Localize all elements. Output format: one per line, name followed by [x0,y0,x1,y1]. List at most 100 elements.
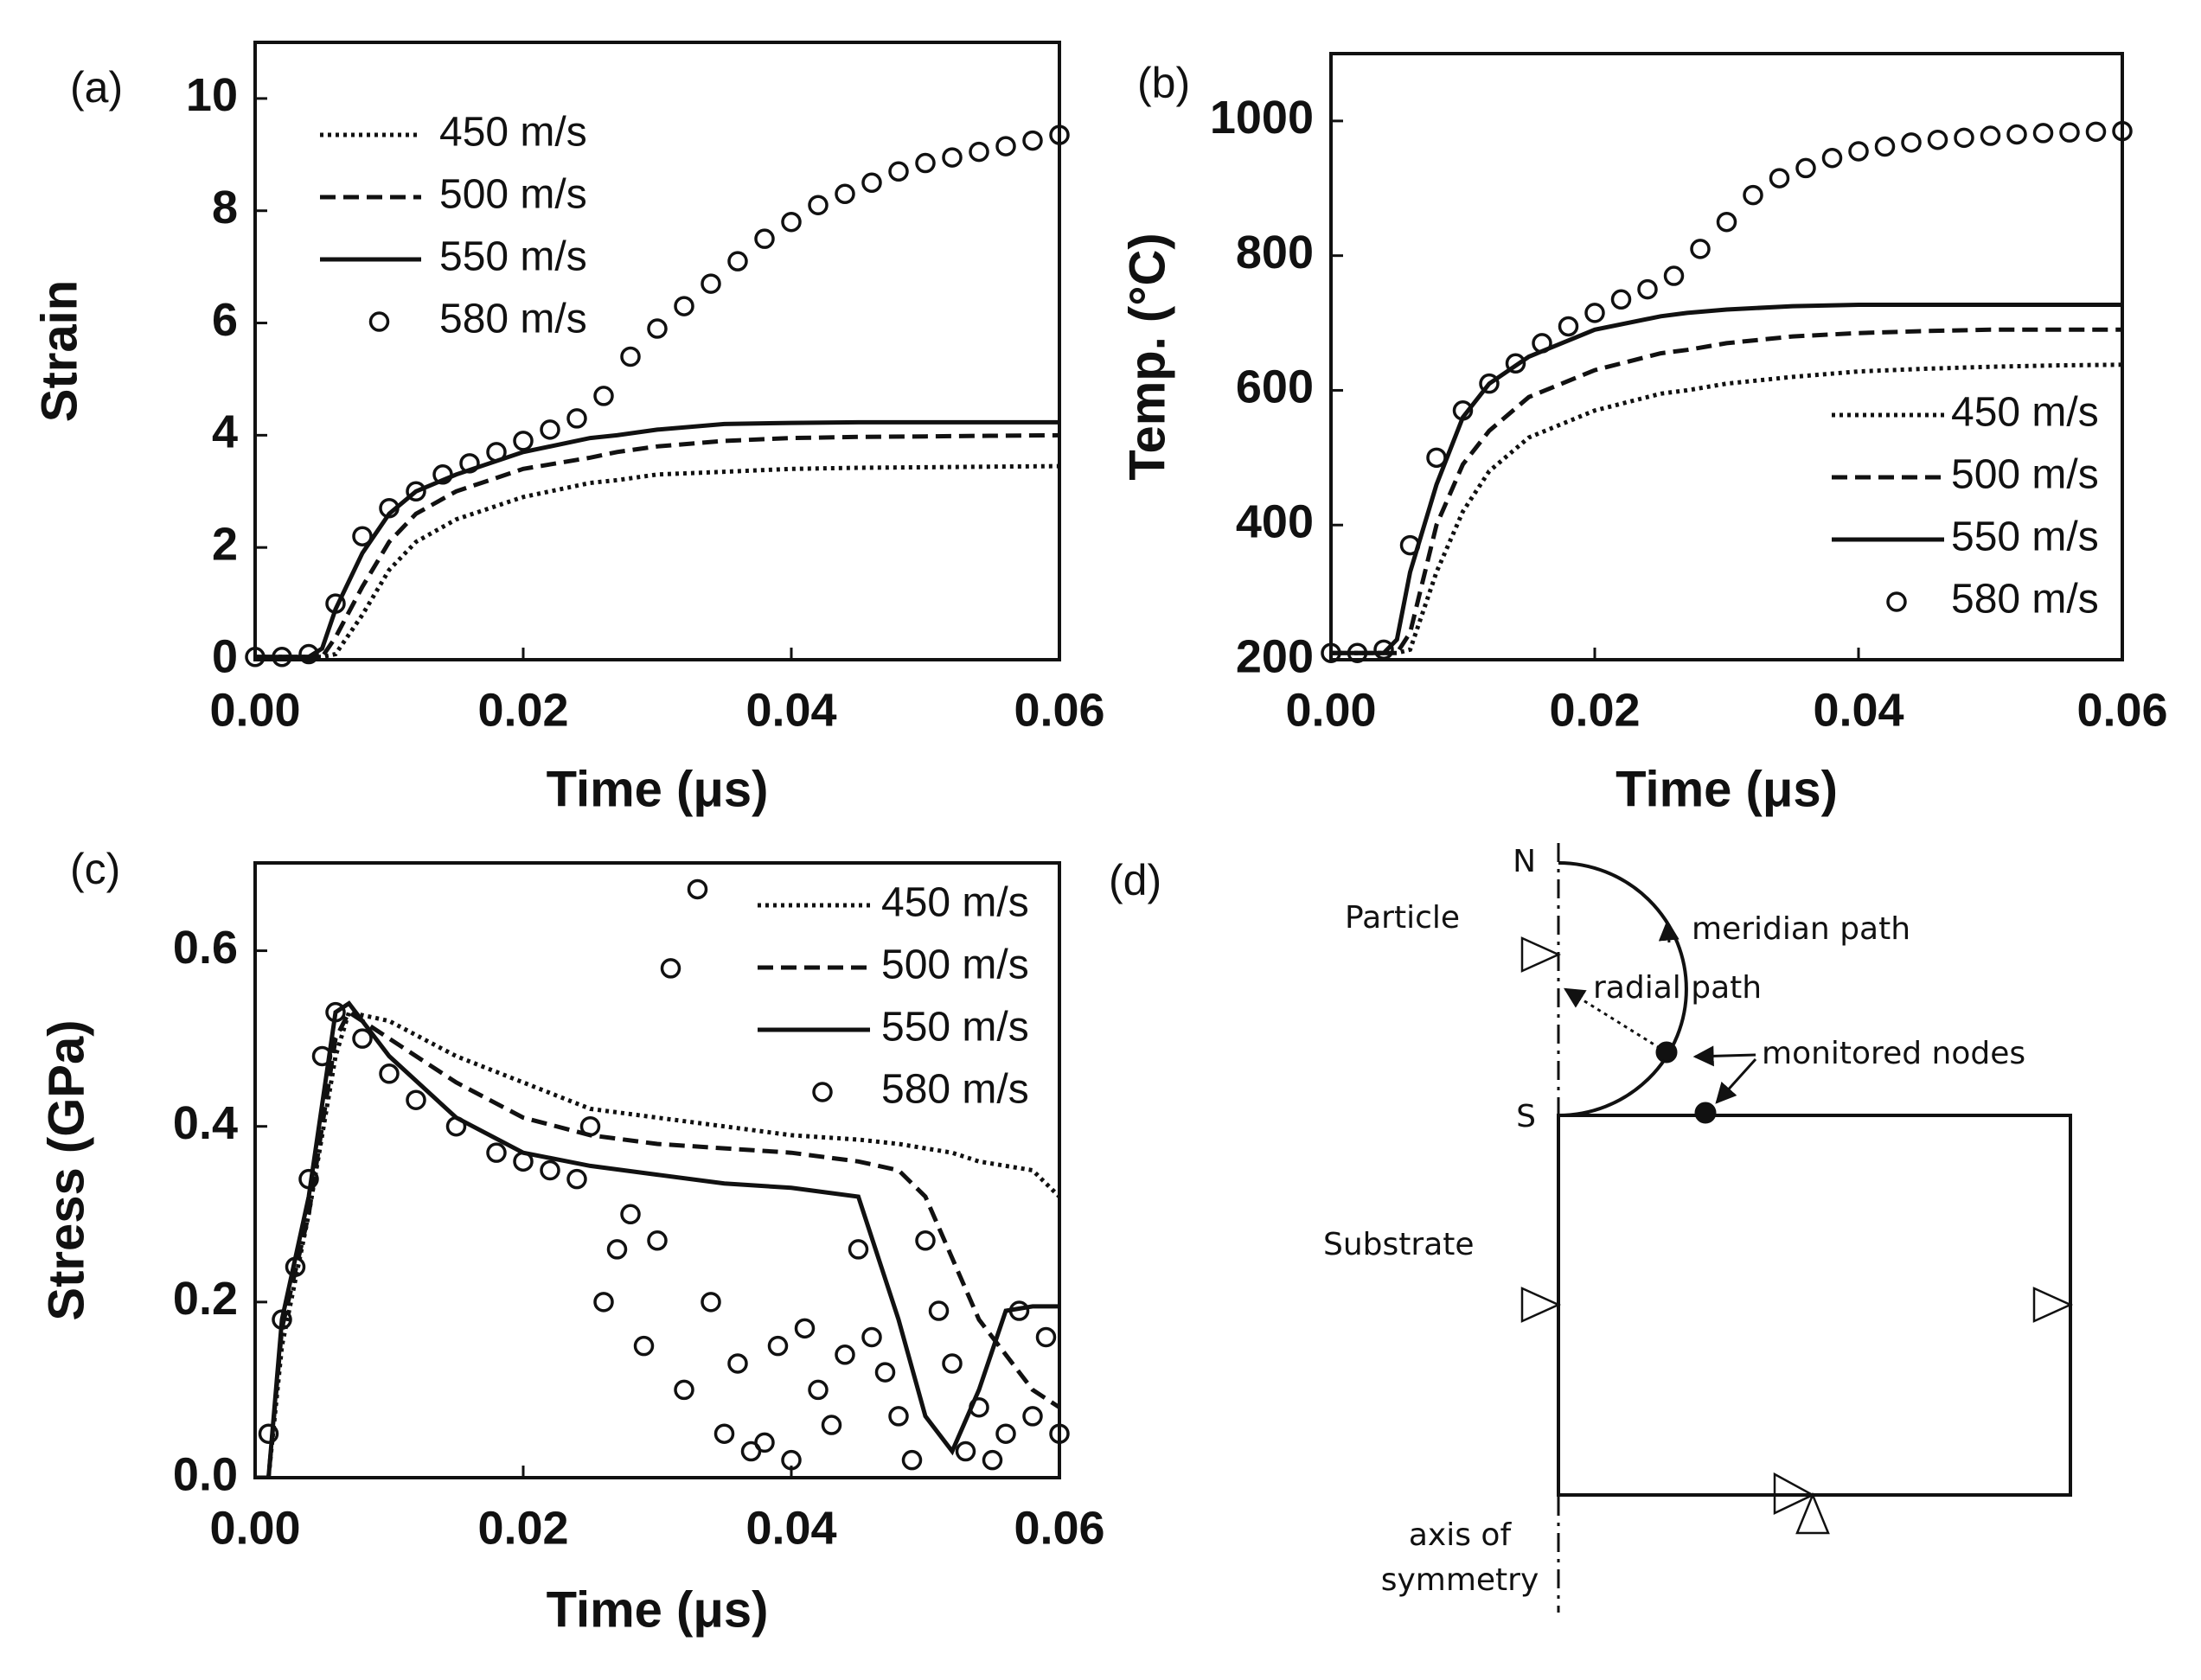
panel-label: (b) [1137,59,1190,107]
x-tick-label: 0.00 [209,1502,300,1554]
data-point [620,1204,641,1225]
data-point [540,1159,560,1181]
legend-label: 580 m/s [439,297,587,342]
data-point [311,1045,333,1067]
data-point [579,1115,601,1137]
data-point [258,1423,279,1444]
y-tick-label: 8 [212,182,238,233]
legend-marker [1886,591,1907,612]
node-label: N [1513,844,1536,879]
data-point [352,526,373,546]
data-point [432,464,453,485]
data-point [915,1230,936,1251]
data-point [1743,184,1763,206]
x-axis-title: Time (μs) [547,761,769,817]
data-point [513,431,534,451]
y-axis-title: Strain [31,280,87,422]
x-axis-title: Time (μs) [547,1581,769,1638]
data-point [888,1406,909,1427]
data-point [633,1335,655,1357]
y-tick-label: 600 [1236,361,1314,413]
legend-label: 500 m/s [881,942,1029,988]
data-point [2059,122,2080,143]
x-tick-label: 0.04 [1813,684,1903,736]
data-point [848,1239,869,1260]
data-point [995,136,1016,157]
data-point [901,1449,923,1471]
data-point [593,386,614,406]
series-line [255,1009,1059,1478]
data-point [1558,316,1579,337]
data-point [674,296,694,316]
legend-marker [812,1082,833,1102]
plot-frame [1329,52,2124,661]
legend-label: 550 m/s [1951,514,2099,560]
data-point [727,1353,748,1374]
data-point [1022,130,1043,151]
y-tick-label: 4 [212,406,238,458]
data-point [969,1396,989,1418]
data-point [754,228,775,249]
y-tick-label: 0.6 [173,922,238,974]
y-tick-label: 10 [186,69,238,121]
data-point [513,1151,534,1172]
data-point [660,958,681,979]
y-axis-title: Stress (GPa) [38,1019,94,1320]
data-point [406,1089,426,1110]
data-point [727,251,748,271]
chart: (c) 0.0 0.2 0.4 0.6 0.00 0.02 0.04 0.06 Time (μs)… [38,845,1104,1638]
data-point [352,1028,373,1049]
data-point [285,1256,306,1277]
data-point [1426,447,1447,469]
path-label: meridian path [1692,911,1910,947]
y-tick-label: 0.0 [173,1448,238,1500]
plot-frame [253,861,1061,1479]
y-tick-label: 800 [1236,227,1314,278]
data-point [874,1362,896,1383]
data-point [2085,121,2107,143]
y-axis-title: Temp. (°C) [1119,233,1175,480]
legend-label: 500 m/s [439,172,587,218]
data-point [1690,239,1711,259]
y-tick-label: 0.2 [173,1273,238,1325]
diagram: (d) N S Particle Substrate meridian path… [1109,843,2074,1613]
data-point [566,1168,587,1190]
chart: (a) 0 2 4 6 8 10 0.00 0.02 0.04 0.06 Time (μs) Strai… [31,41,1105,817]
x-tick-label: 0.00 [209,684,300,736]
axis-label: axis of [1409,1517,1513,1553]
data-point [606,1239,628,1260]
data-point [808,1379,829,1401]
data-point [647,1230,668,1251]
nodes-label: monitored nodes [1762,1036,2025,1071]
path-label: radial path [1593,970,1762,1006]
y-tick-label: 1000 [1210,92,1314,144]
data-point [445,1115,467,1137]
data-point [1663,265,1685,286]
data-point [982,1449,1003,1471]
data-point [406,481,426,502]
legend-label: 550 m/s [439,234,587,280]
data-point [1505,353,1526,374]
data-point [272,647,292,668]
data-point [713,1423,735,1444]
data-point [566,408,587,429]
series-line [255,463,1059,660]
x-tick-label: 0.06 [1014,684,1104,736]
data-point [1637,278,1658,300]
data-point [942,1353,963,1374]
data-point [1795,157,1816,179]
data-point [1008,1300,1030,1321]
legend-label: 580 m/s [1951,577,2099,623]
x-tick-label: 0.06 [1014,1502,1104,1554]
data-point [701,1292,721,1313]
data-point [298,1168,319,1190]
data-point [942,147,963,168]
node-arrow [1715,1057,1757,1104]
data-point [915,152,936,174]
data-point [1821,147,1843,169]
data-point [325,593,346,614]
panel-label: (a) [70,63,123,112]
region-label: Particle [1345,900,1460,936]
data-point [1584,303,1605,323]
